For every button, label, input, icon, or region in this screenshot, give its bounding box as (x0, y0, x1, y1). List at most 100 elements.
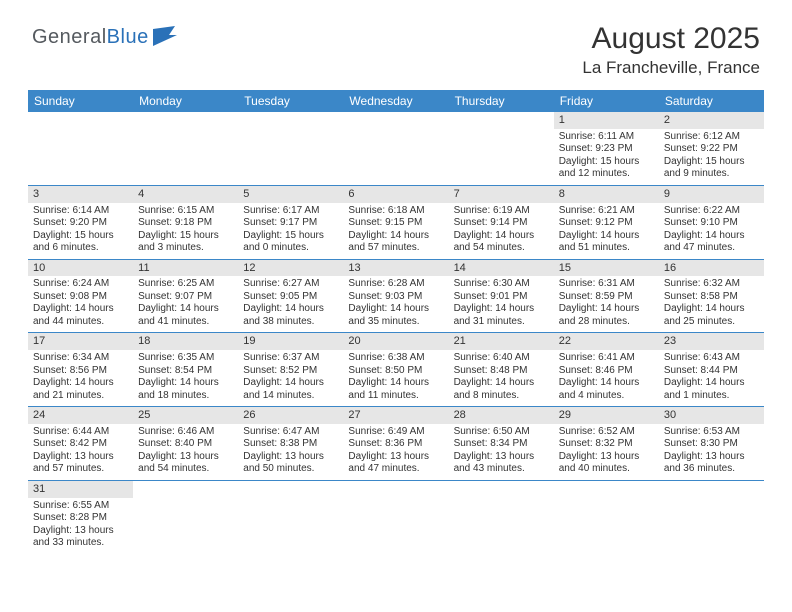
sunset-text: Sunset: 9:01 PM (454, 291, 549, 304)
sunset-text: Sunset: 8:36 PM (348, 438, 443, 451)
day-number: 14 (449, 260, 554, 277)
day-number: 9 (659, 186, 764, 203)
sunset-text: Sunset: 9:15 PM (348, 217, 443, 230)
daylight-text: Daylight: 15 hours and 0 minutes. (243, 230, 338, 255)
sunrise-text: Sunrise: 6:41 AM (559, 352, 654, 365)
calendar-cell-empty (343, 481, 448, 554)
daylight-text: Daylight: 14 hours and 41 minutes. (138, 303, 233, 328)
logo-part2: Blue (107, 26, 149, 48)
daylight-text: Daylight: 15 hours and 3 minutes. (138, 230, 233, 255)
daylight-text: Daylight: 15 hours and 6 minutes. (33, 230, 128, 255)
calendar-cell: 19Sunrise: 6:37 AMSunset: 8:52 PMDayligh… (238, 333, 343, 406)
calendar-cell: 20 Sunrise: 6:38 AMSunset: 8:50 PMDayligh… (343, 333, 448, 406)
daylight-text: Daylight: 14 hours and 57 minutes. (348, 230, 443, 255)
daylight-text: Daylight: 14 hours and 47 minutes. (664, 230, 759, 255)
sunrise-text: Sunrise: 6:27 AM (243, 278, 338, 291)
daylight-text: Daylight: 14 hours and 54 minutes. (454, 230, 549, 255)
calendar-cell: 31Sunrise: 6:55 AMSunset: 8:28 PMDayligh… (28, 481, 133, 554)
calendar-cell: 17Sunrise: 6:34 AMSunset: 8:56 PMDayligh… (28, 333, 133, 406)
daylight-text: Daylight: 13 hours and 57 minutes. (33, 451, 128, 476)
daylight-text: Daylight: 14 hours and 11 minutes. (348, 377, 443, 402)
sunrise-text: Sunrise: 6:43 AM (664, 352, 759, 365)
daylight-text: Daylight: 13 hours and 50 minutes. (243, 451, 338, 476)
calendar-cell: 24Sunrise: 6:44 AMSunset: 8:42 PMDayligh… (28, 407, 133, 480)
calendar-cell: 4Sunrise: 6:15 AMSunset: 9:18 PMDaylight… (133, 186, 238, 259)
day-number: 29 (554, 407, 659, 424)
sunrise-text: Sunrise: 6:52 AM (559, 426, 654, 439)
day-number: 16 (659, 260, 764, 277)
day-number: 28 (449, 407, 554, 424)
sunrise-text: Sunrise: 6:53 AM (664, 426, 759, 439)
title-block: August 2025 La Francheville, France (582, 22, 760, 78)
day-number: 20 (343, 333, 448, 350)
weekday-label: Monday (133, 90, 238, 112)
daylight-text: Daylight: 13 hours and 47 minutes. (348, 451, 443, 476)
logo-part1: General (32, 26, 107, 48)
weekday-label: Thursday (449, 90, 554, 112)
calendar-cell: 13Sunrise: 6:28 AMSunset: 9:03 PMDayligh… (343, 260, 448, 333)
calendar-cell: 6Sunrise: 6:18 AMSunset: 9:15 PMDaylight… (343, 186, 448, 259)
calendar-cell-empty (238, 112, 343, 185)
sunrise-text: Sunrise: 6:40 AM (454, 352, 549, 365)
sunrise-text: Sunrise: 6:49 AM (348, 426, 443, 439)
sunset-text: Sunset: 8:46 PM (559, 365, 654, 378)
sunset-text: Sunset: 9:22 PM (664, 143, 759, 156)
calendar-cell: 15Sunrise: 6:31 AMSunset: 8:59 PMDayligh… (554, 260, 659, 333)
calendar-cell: 23Sunrise: 6:43 AMSunset: 8:44 PMDayligh… (659, 333, 764, 406)
sunrise-text: Sunrise: 6:22 AM (664, 205, 759, 218)
sunset-text: Sunset: 8:54 PM (138, 365, 233, 378)
day-number: 12 (238, 260, 343, 277)
logo-text: GeneralBlue (32, 26, 149, 49)
sunrise-text: Sunrise: 6:19 AM (454, 205, 549, 218)
sunrise-text: Sunrise: 6:38 AM (348, 352, 443, 365)
daylight-text: Daylight: 14 hours and 35 minutes. (348, 303, 443, 328)
daylight-text: Daylight: 14 hours and 38 minutes. (243, 303, 338, 328)
calendar-cell: 30Sunrise: 6:53 AMSunset: 8:30 PMDayligh… (659, 407, 764, 480)
calendar-cell: 8Sunrise: 6:21 AMSunset: 9:12 PMDaylight… (554, 186, 659, 259)
day-number: 15 (554, 260, 659, 277)
weekday-header: SundayMondayTuesdayWednesdayThursdayFrid… (28, 90, 764, 112)
calendar-cell: 26Sunrise: 6:47 AMSunset: 8:38 PMDayligh… (238, 407, 343, 480)
day-number: 18 (133, 333, 238, 350)
daylight-text: Daylight: 13 hours and 33 minutes. (33, 525, 128, 550)
day-number: 2 (659, 112, 764, 129)
sunset-text: Sunset: 9:18 PM (138, 217, 233, 230)
sunrise-text: Sunrise: 6:50 AM (454, 426, 549, 439)
sunrise-text: Sunrise: 6:25 AM (138, 278, 233, 291)
sunset-text: Sunset: 8:34 PM (454, 438, 549, 451)
sunrise-text: Sunrise: 6:24 AM (33, 278, 128, 291)
weekday-label: Saturday (659, 90, 764, 112)
sunrise-text: Sunrise: 6:30 AM (454, 278, 549, 291)
calendar-cell: 16Sunrise: 6:32 AMSunset: 8:58 PMDayligh… (659, 260, 764, 333)
daylight-text: Daylight: 14 hours and 1 minutes. (664, 377, 759, 402)
day-number: 1 (554, 112, 659, 129)
calendar-cell: 28Sunrise: 6:50 AMSunset: 8:34 PMDayligh… (449, 407, 554, 480)
daylight-text: Daylight: 15 hours and 9 minutes. (664, 156, 759, 181)
sunset-text: Sunset: 8:44 PM (664, 365, 759, 378)
day-number: 4 (133, 186, 238, 203)
sunset-text: Sunset: 8:50 PM (348, 365, 443, 378)
header: GeneralBlue August 2025 La Francheville,… (0, 0, 792, 84)
sunset-text: Sunset: 8:52 PM (243, 365, 338, 378)
calendar-cell: 25Sunrise: 6:46 AMSunset: 8:40 PMDayligh… (133, 407, 238, 480)
day-number: 8 (554, 186, 659, 203)
weekday-label: Wednesday (343, 90, 448, 112)
day-number: 17 (28, 333, 133, 350)
daylight-text: Daylight: 14 hours and 51 minutes. (559, 230, 654, 255)
daylight-text: Daylight: 14 hours and 28 minutes. (559, 303, 654, 328)
calendar: SundayMondayTuesdayWednesdayThursdayFrid… (28, 90, 764, 554)
day-number: 31 (28, 481, 133, 498)
calendar-cell: 2Sunrise: 6:12 AMSunset: 9:22 PMDaylight… (659, 112, 764, 185)
day-number: 19 (238, 333, 343, 350)
sunset-text: Sunset: 9:14 PM (454, 217, 549, 230)
weekday-label: Sunday (28, 90, 133, 112)
calendar-cell-empty (133, 481, 238, 554)
sunset-text: Sunset: 8:48 PM (454, 365, 549, 378)
day-number: 30 (659, 407, 764, 424)
sunset-text: Sunset: 8:56 PM (33, 365, 128, 378)
calendar-cell: 29Sunrise: 6:52 AMSunset: 8:32 PMDayligh… (554, 407, 659, 480)
sunrise-text: Sunrise: 6:37 AM (243, 352, 338, 365)
daylight-text: Daylight: 14 hours and 4 minutes. (559, 377, 654, 402)
day-number: 10 (28, 260, 133, 277)
sunset-text: Sunset: 9:20 PM (33, 217, 128, 230)
